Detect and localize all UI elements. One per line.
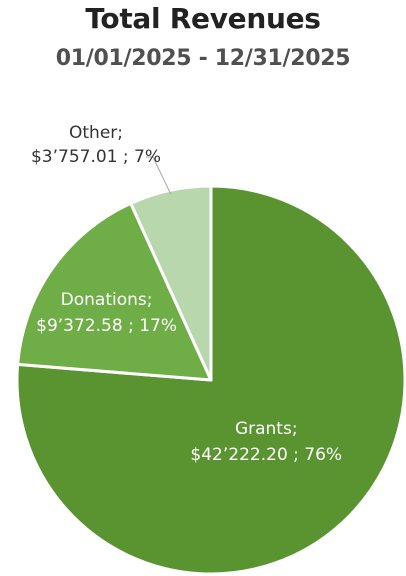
chart-title: Total Revenues — [85, 2, 321, 35]
pie-slice-grants — [15, 184, 406, 576]
leader-line-other — [146, 156, 172, 195]
pie-slice-other — [129, 184, 213, 382]
slice-label-grants: Grants; — [235, 419, 298, 439]
chart-subtitle: 01/01/2025 - 12/31/2025 — [55, 46, 351, 71]
slice-value-other: $3’757.01 ; 7% — [31, 147, 161, 167]
slice-label-donations: Donations; — [61, 290, 153, 310]
slice-value-grants: $42’222.20 ; 76% — [190, 445, 342, 465]
slice-label-other: Other; — [69, 123, 123, 143]
pie-slice-donations — [16, 201, 213, 382]
slice-value-donations: $9’372.58 ; 17% — [36, 316, 177, 336]
